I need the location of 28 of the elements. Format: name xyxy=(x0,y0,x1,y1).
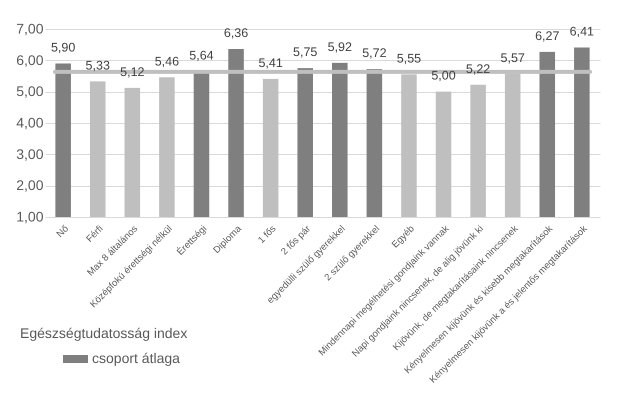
text: 5,41 xyxy=(258,56,283,70)
y-tick-label: 5,00 xyxy=(16,83,44,100)
text: 5,64 xyxy=(189,48,214,63)
text: 5,55 xyxy=(396,51,422,66)
text: 5,90 xyxy=(50,40,76,54)
text: 5,57 xyxy=(500,50,525,65)
x-tick-label: Nő xyxy=(54,224,71,240)
y-tick-label: 2,00 xyxy=(16,177,44,194)
text: 5,72 xyxy=(362,46,387,60)
y-tick-label: 6,00 xyxy=(16,52,44,68)
y-tick-label: 1,00 xyxy=(16,208,44,224)
x-tick-label: 1 fős xyxy=(256,223,279,246)
text: 5,22 xyxy=(466,62,490,76)
text: 6,27 xyxy=(535,28,560,43)
y-tick-label: 7,00 xyxy=(16,20,44,36)
legend-title: Egészségtudatosság index xyxy=(20,325,188,341)
legend-label: csoport átlaga xyxy=(92,350,180,366)
text: 5,92 xyxy=(328,40,352,54)
text: 5,12 xyxy=(120,64,144,79)
x-tick-label: 2 fős pár xyxy=(279,224,313,258)
y-tick-label: 4,00 xyxy=(16,114,44,130)
y-tick-label: 3,00 xyxy=(16,146,44,162)
text: 6,36 xyxy=(224,26,248,40)
text: 5,00 xyxy=(431,68,456,83)
text: 5,75 xyxy=(293,45,318,60)
text: 5,46 xyxy=(154,54,180,68)
text: 5,33 xyxy=(86,58,110,72)
text: 6,41 xyxy=(570,24,594,38)
